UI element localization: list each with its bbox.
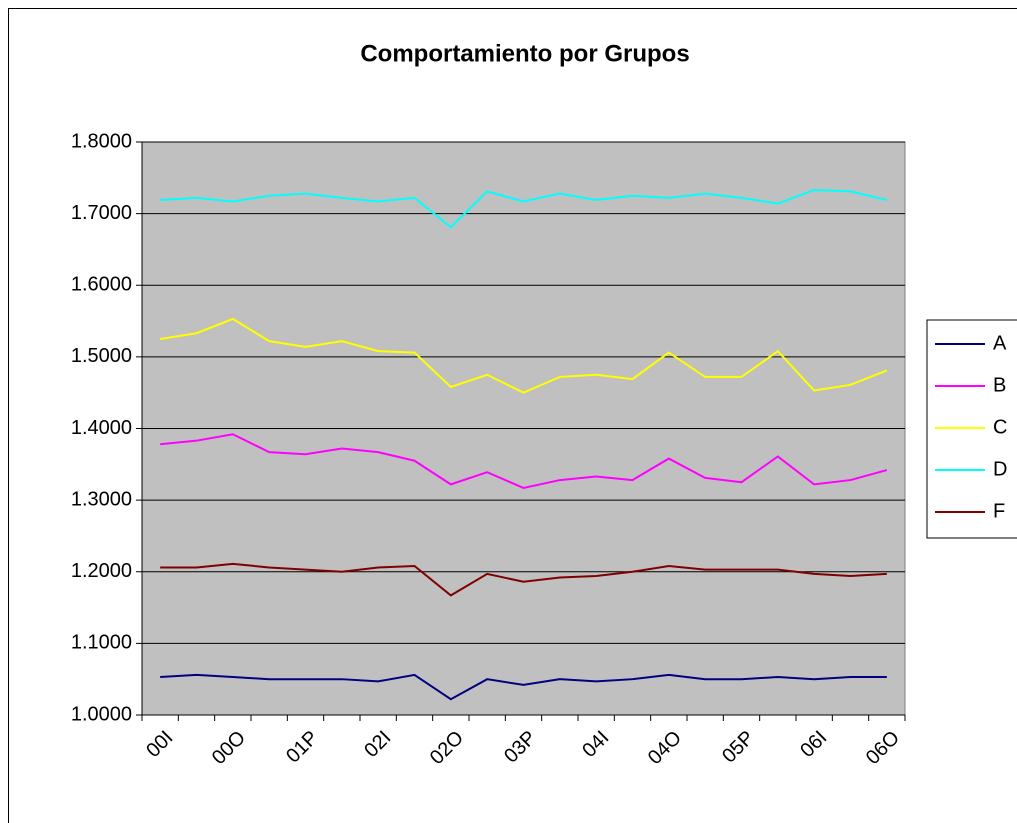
series-line [160, 673, 887, 701]
legend-label: F [993, 500, 1005, 522]
chart-title: Comportamiento por Grupos [360, 40, 689, 67]
y-tick-label: 1.3000 [71, 488, 132, 510]
y-tick-label: 1.4000 [71, 417, 132, 439]
series-line [160, 562, 887, 597]
y-tick-label: 1.1000 [71, 632, 132, 654]
y-tick-label: 1.7000 [71, 202, 132, 224]
y-tick-label: 1.6000 [71, 274, 132, 296]
y-tick-label: 1.2000 [71, 560, 132, 582]
y-tick-label: 1.8000 [71, 130, 132, 152]
legend-label: B [993, 374, 1006, 396]
series-line [160, 317, 888, 394]
legend-label: A [993, 332, 1007, 354]
y-tick-label: 1.5000 [71, 345, 132, 367]
series-line [160, 188, 888, 229]
y-tick-label: 1.0000 [71, 703, 132, 725]
legend-label: C [993, 416, 1007, 438]
legend-label: D [993, 458, 1007, 480]
series-line [160, 433, 888, 489]
